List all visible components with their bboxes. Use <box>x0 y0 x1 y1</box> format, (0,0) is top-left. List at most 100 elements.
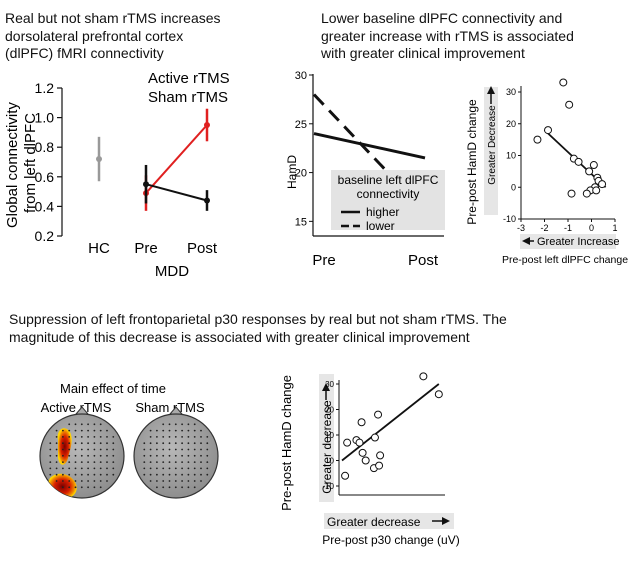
electrode-dot <box>168 448 171 451</box>
electrode-dot <box>80 442 83 445</box>
series-line <box>313 132 426 160</box>
x-arrow-label: Greater decrease <box>327 515 421 529</box>
electrode-dot <box>49 473 52 476</box>
electrode-dot <box>149 480 152 482</box>
scatter-point <box>582 189 591 198</box>
legend-box <box>331 170 445 230</box>
electrode-dot <box>62 473 64 476</box>
legend-title-2: connectivity <box>357 187 420 201</box>
electrode-dot <box>55 442 58 445</box>
electrode-dot <box>149 429 152 432</box>
x-tick-label: -1 <box>564 223 572 233</box>
electrode-dot <box>162 442 165 445</box>
electrode-dot <box>87 436 89 438</box>
y-tick-label: 20 <box>295 168 307 180</box>
electrode-dot <box>106 448 108 451</box>
y-tick-label: 30 <box>325 380 334 389</box>
electrode-dot <box>112 461 115 463</box>
scatter-point <box>341 471 350 480</box>
electrode-dot <box>74 442 77 445</box>
electrode-dot <box>187 429 190 432</box>
electrode-dot <box>156 454 158 457</box>
electrode-dot <box>149 473 152 476</box>
legend-sham: Sham rTMS <box>148 89 228 106</box>
electrode-dot <box>62 454 64 457</box>
electrode-dot <box>162 429 165 432</box>
scatter-point <box>598 180 607 189</box>
electrode-dot <box>200 436 202 438</box>
electrode-dot <box>80 429 83 432</box>
y-axis-label: Pre-post HamD change <box>465 99 479 225</box>
electrode-dot <box>193 461 196 463</box>
y-tick-label: 0 <box>330 457 335 466</box>
y-tick-label: 10 <box>506 151 516 161</box>
electrode-dot <box>55 429 58 432</box>
electrode-dot <box>193 423 196 426</box>
scatter-point <box>533 135 542 144</box>
y-arrow-box <box>484 87 498 215</box>
x-axis-label: Pre-post p30 change (uV) <box>322 533 459 547</box>
electrode-dot <box>106 436 108 438</box>
electrode-dot <box>187 467 190 470</box>
electrode-dot <box>55 436 58 438</box>
electrode-dot <box>162 448 165 451</box>
y-tick-label: 0.8 <box>35 139 55 155</box>
y-tick-label: 1.2 <box>35 80 55 96</box>
dlpfc-scatter: Pre-post HamD change Greater Decrease Gr… <box>465 78 628 266</box>
caption-top-left: Real but not sham rTMS increases dorsola… <box>5 10 221 63</box>
x-axis-label: Pre-post left dlPFC change <box>502 254 628 266</box>
electrode-dot <box>80 436 83 438</box>
electrode-dot <box>181 436 184 438</box>
electrode-dot <box>149 461 152 463</box>
caption-line: Real but not sham rTMS increases <box>5 10 221 26</box>
electrode-dot <box>87 467 89 470</box>
y-tick-label: -10 <box>503 214 516 224</box>
electrode-dot <box>68 473 71 476</box>
electrode-dot <box>62 429 64 432</box>
electrode-dot <box>74 454 77 457</box>
electrode-dot <box>143 442 146 445</box>
x-tick-pre: Pre <box>312 252 335 269</box>
electrode-dot <box>80 448 83 451</box>
scatter-point <box>355 438 364 447</box>
y-tick-label: 20 <box>325 406 334 415</box>
electrode-dot <box>68 480 71 482</box>
electrode-dot <box>181 473 184 476</box>
electrode-dot <box>74 486 77 489</box>
electrode-dot <box>106 454 108 457</box>
x-tick-label: -2 <box>540 223 548 233</box>
electrode-dot <box>49 448 52 451</box>
electrode-dot <box>99 467 102 470</box>
x-axis-label: MDD <box>155 263 189 280</box>
y-tick-label: 0.2 <box>35 228 55 244</box>
electrode-dot <box>93 423 96 426</box>
electrode-dot <box>99 454 102 457</box>
electrode-dot <box>87 448 89 451</box>
electrode-dot <box>106 442 108 445</box>
electrode-dot <box>168 423 171 426</box>
electrode-dot <box>87 486 89 489</box>
electrode-dot <box>181 467 184 470</box>
electrode-dot <box>187 436 190 438</box>
electrode-dot <box>93 473 96 476</box>
electrode-dot <box>74 480 77 482</box>
electrode-dot <box>68 429 71 432</box>
electrode-dot <box>149 436 152 438</box>
electrode-dot <box>112 442 115 445</box>
electrode-dot <box>143 467 146 470</box>
series-line <box>145 183 208 202</box>
electrode-dot <box>206 467 209 470</box>
arrow-right-icon <box>442 517 450 525</box>
topomap-label-sham: Sham rTMS <box>135 400 205 415</box>
electrode-dot <box>181 480 184 482</box>
y-axis-label: Global connectivity from left dlPFC <box>4 98 39 228</box>
caption-line: with greater clinical improvement <box>321 45 525 61</box>
electrode-dot <box>200 473 202 476</box>
data-point <box>143 181 149 188</box>
electrode-dot <box>181 442 184 445</box>
electrode-dot <box>87 442 89 445</box>
electrode-dot <box>187 448 190 451</box>
caption-line: Lower baseline dlPFC connectivity and <box>321 10 563 26</box>
electrode-dot <box>187 473 190 476</box>
